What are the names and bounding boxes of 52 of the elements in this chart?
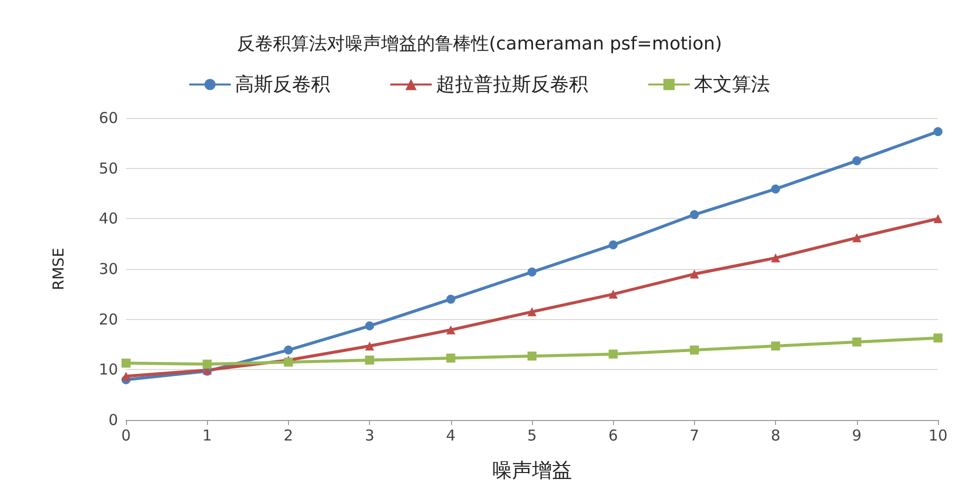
point (446, 294, 456, 304)
point (852, 337, 862, 346)
x-tick-label: 10 (928, 426, 948, 444)
point (852, 156, 862, 166)
x-tick-label: 8 (770, 426, 780, 444)
point (690, 270, 699, 279)
y-tick-label: 30 (98, 260, 118, 278)
point (608, 240, 618, 250)
point (690, 346, 699, 355)
legend-label: 超拉普拉斯反卷积 (436, 74, 588, 96)
point (122, 358, 130, 368)
point (608, 350, 618, 359)
point (771, 184, 780, 194)
x-tick-label: 2 (284, 426, 294, 444)
point (690, 210, 699, 220)
x-tick-label: 9 (852, 426, 862, 444)
point (365, 356, 374, 365)
x-tick-label: 0 (121, 426, 131, 444)
y-tick-label: 0 (108, 411, 118, 429)
x-tick-label: 6 (608, 426, 618, 444)
y-tick-label: 40 (98, 210, 118, 228)
point (446, 325, 456, 334)
y-axis-title: RMSE (50, 248, 68, 290)
x-tick-label: 3 (364, 426, 374, 444)
point (202, 360, 212, 369)
point (528, 352, 536, 361)
point (446, 354, 456, 363)
x-axis-title: 噪声增益 (492, 458, 572, 482)
point (934, 127, 942, 136)
point (365, 342, 374, 351)
x-tick-label: 5 (527, 426, 537, 444)
y-tick-label: 10 (98, 360, 118, 379)
point (528, 307, 536, 316)
point (284, 346, 293, 355)
point (852, 233, 862, 242)
legend-label: 高斯反卷积 (235, 74, 330, 96)
point (608, 290, 618, 299)
x-tick-label: 4 (446, 426, 456, 444)
x-tick-label: 1 (202, 426, 212, 444)
point (771, 253, 780, 262)
y-tick-label: 50 (98, 159, 118, 178)
point (934, 214, 942, 224)
point (365, 321, 374, 330)
chart-title: 反卷积算法对噪声增益的鲁棒性(cameraman psf=motion) (237, 34, 722, 54)
y-tick-label: 60 (98, 109, 118, 127)
point (528, 268, 536, 277)
point (122, 372, 130, 381)
legend-label: 本文算法 (694, 74, 770, 96)
point (934, 333, 942, 342)
x-tick-label: 7 (690, 426, 700, 444)
y-tick-label: 20 (98, 310, 118, 328)
point (771, 342, 780, 351)
